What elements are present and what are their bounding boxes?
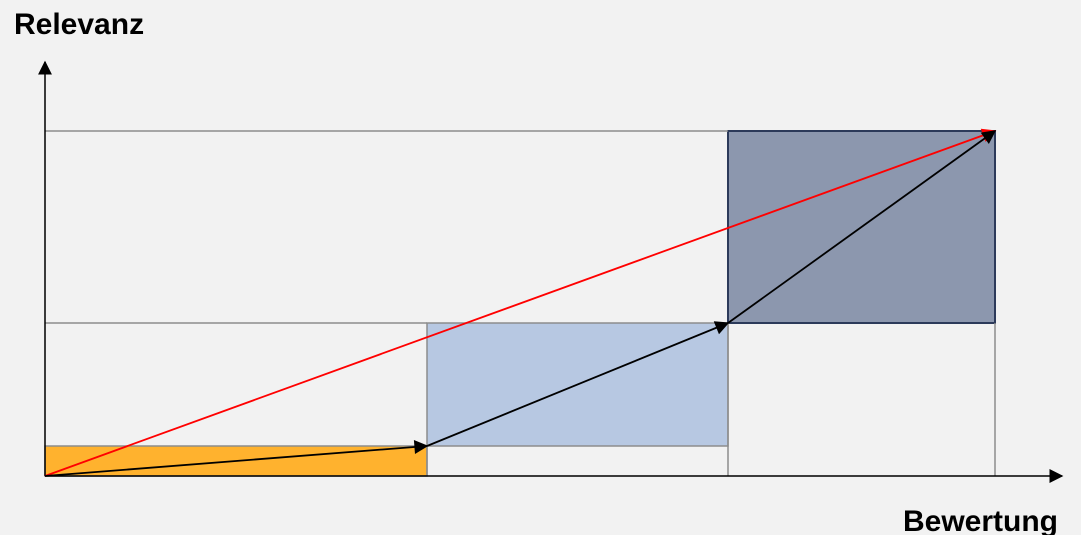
y-axis-label: Relevanz bbox=[14, 8, 144, 41]
step-arrow-1 bbox=[44, 440, 429, 477]
grid-lines bbox=[45, 130, 996, 476]
direct-arrow bbox=[44, 128, 997, 477]
x-axis-label: Bewertung bbox=[903, 505, 1058, 535]
step-arrow-3 bbox=[727, 130, 997, 324]
step-arrow-2 bbox=[426, 321, 730, 447]
